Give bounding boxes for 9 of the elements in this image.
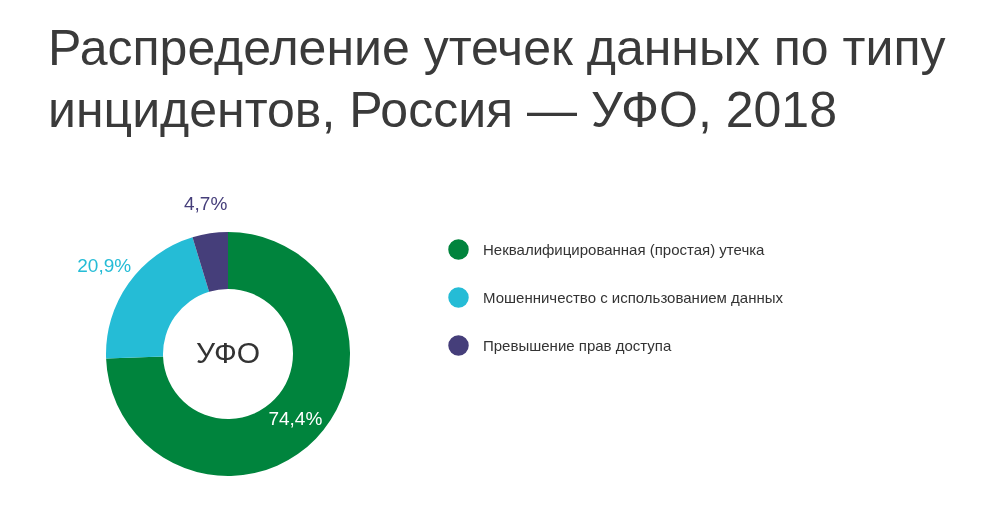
text: УФО [195, 336, 261, 369]
data-label: 20,9% [77, 254, 132, 276]
data-label: 4,7% [183, 192, 228, 214]
legend-label: Превышение прав доступа [483, 336, 672, 354]
legend-label: Мошенничество с использованием данных [483, 288, 784, 306]
chart-title: Распределение утечек данных по типу инцидентов, Россия — УФО, 2018 [48, 19, 946, 138]
data-label: 74,4% [268, 407, 323, 429]
donut-slice [192, 232, 228, 292]
legend-label: Неквалифицированная (простая) утечка [483, 240, 766, 258]
